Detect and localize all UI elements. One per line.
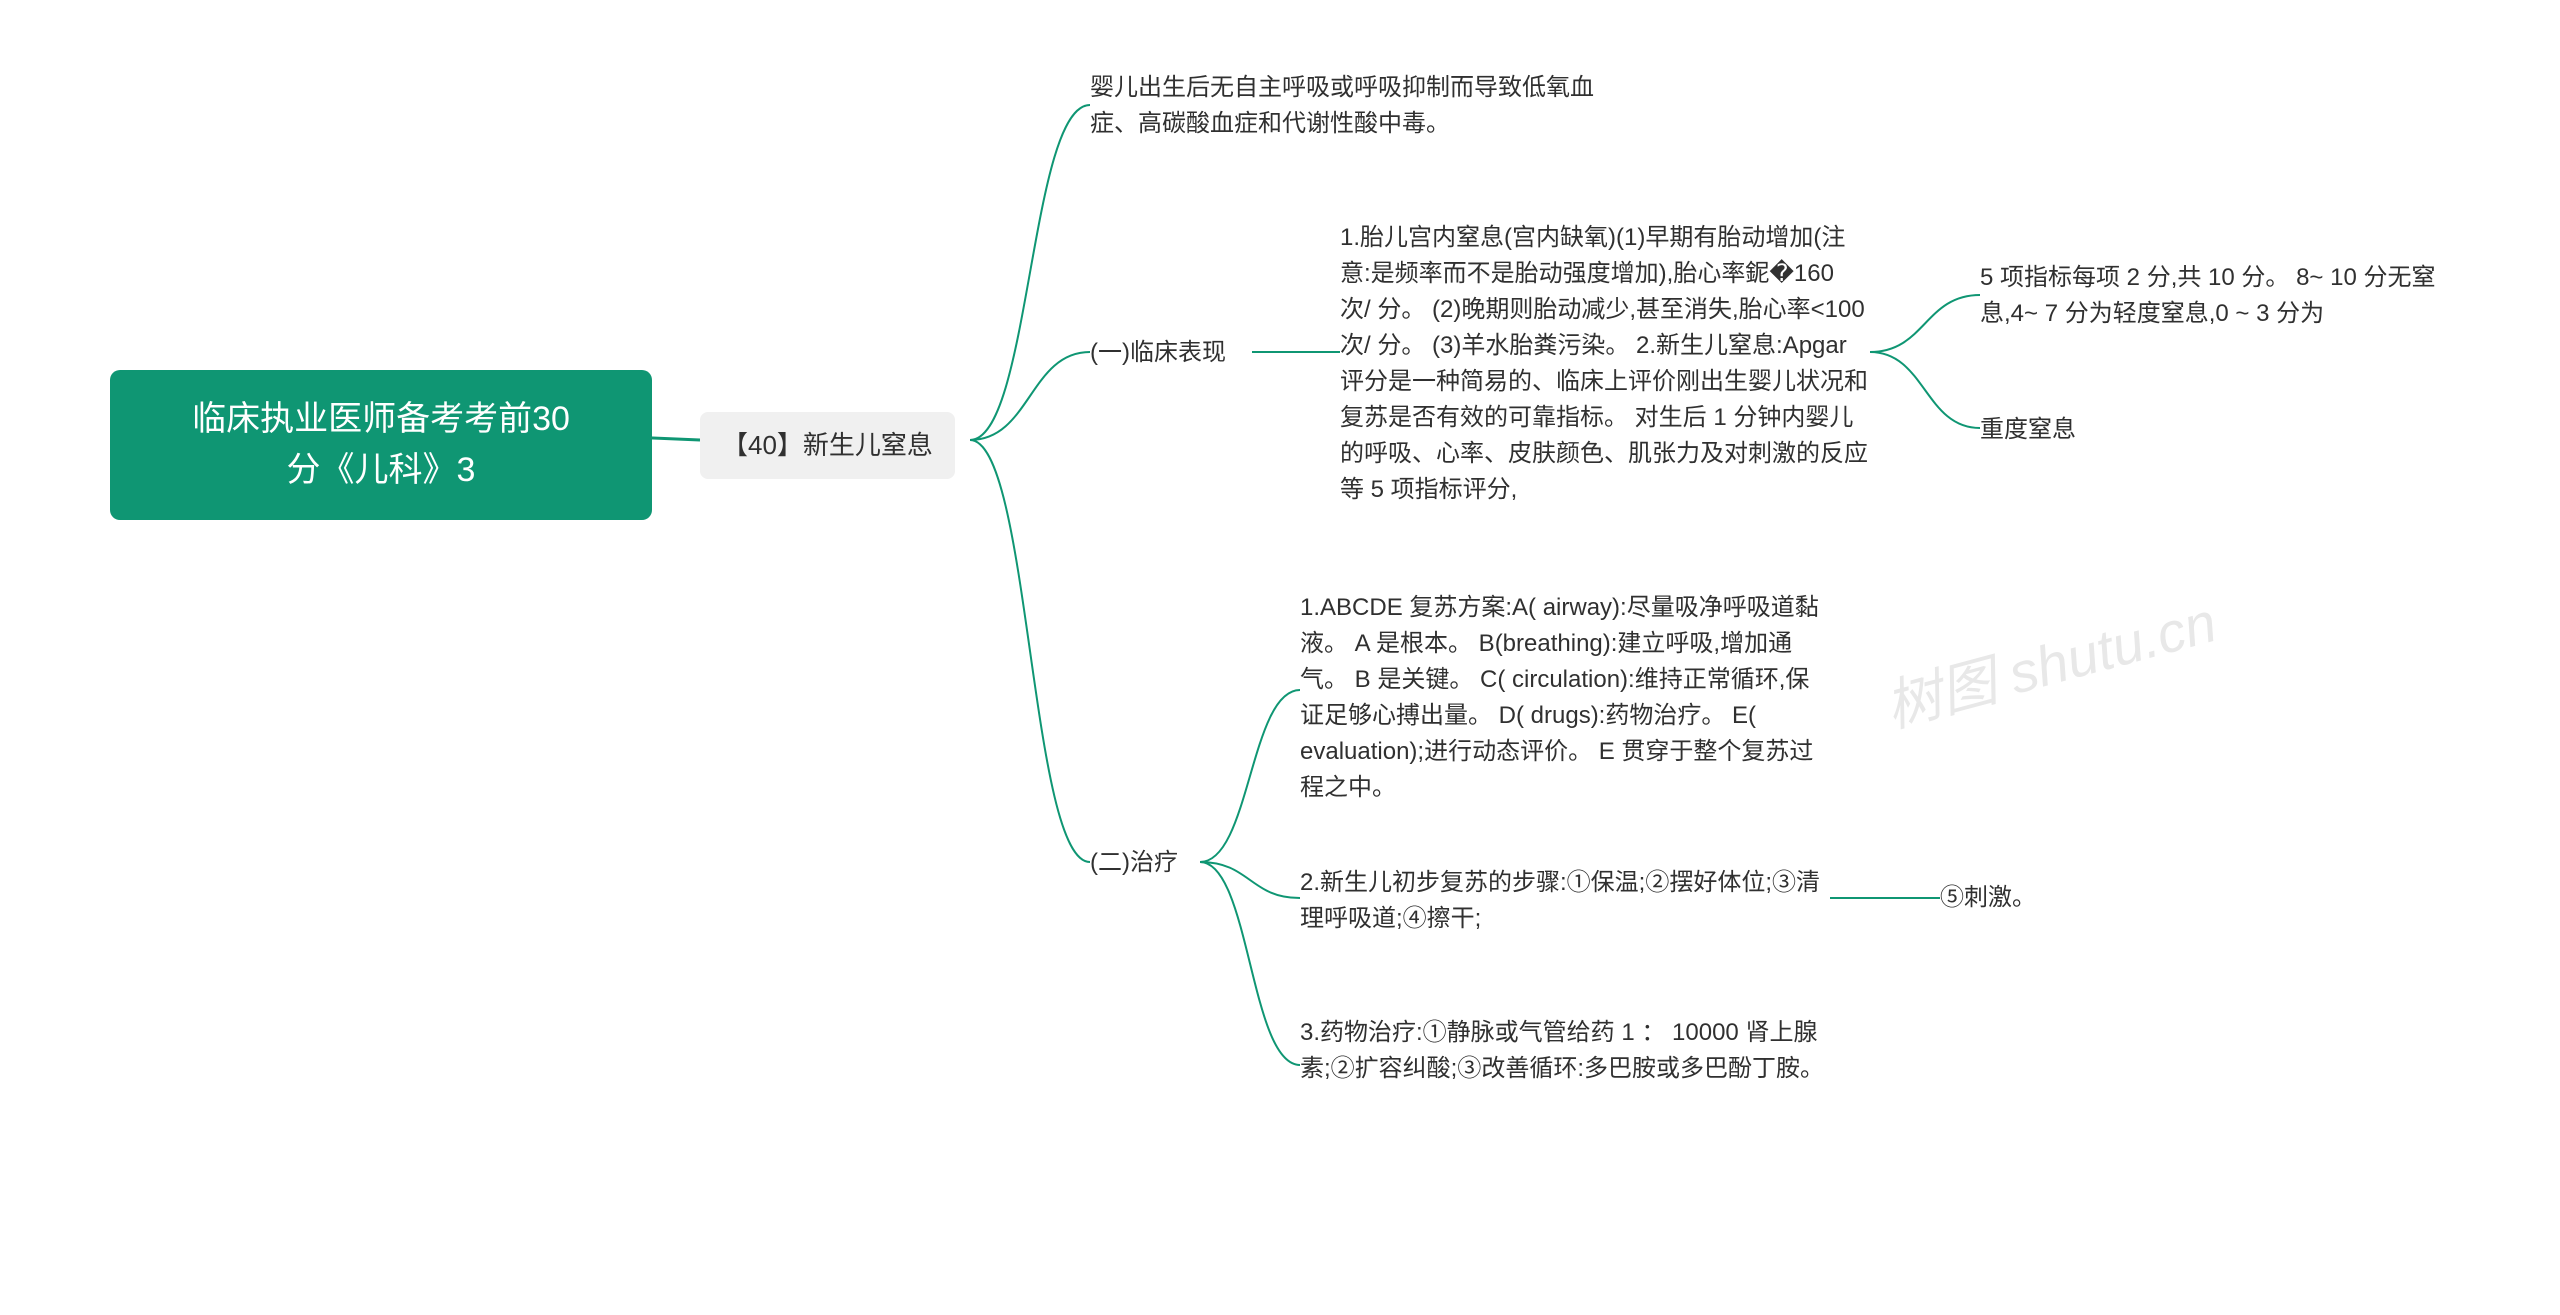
- root-node[interactable]: 临床执业医师备考考前30 分《儿科》3: [110, 370, 652, 520]
- root-line2: 分《儿科》3: [146, 445, 616, 496]
- node-n2[interactable]: (一)临床表现: [1090, 335, 1250, 371]
- node-n3a[interactable]: 1.ABCDE 复苏方案:A( airway):尽量吸净呼吸道黏液。 A 是根本…: [1300, 590, 1830, 806]
- node-n2a2[interactable]: 重度窒息: [1980, 412, 2100, 448]
- node-n3c[interactable]: 3.药物治疗:①静脉或气管给药 1 ： 10000 肾上腺素;②扩容纠酸;③改善…: [1300, 1015, 1830, 1087]
- watermark-2: 树图 shutu.cn: [1875, 577, 2224, 743]
- connectors-layer: [0, 0, 2560, 1315]
- root-line1: 临床执业医师备考考前30: [146, 394, 616, 445]
- node-n2a1[interactable]: 5 项指标每项 2 分,共 10 分。 8~ 10 分无窒息,4~ 7 分为轻度…: [1980, 260, 2480, 332]
- node-n3[interactable]: (二)治疗: [1090, 845, 1200, 881]
- node-n3b[interactable]: 2.新生儿初步复苏的步骤:①保温;②摆好体位;③清理呼吸道;④擦干;: [1300, 865, 1830, 937]
- node-n3b1[interactable]: ⑤刺激。: [1940, 880, 2050, 916]
- node-n1[interactable]: 婴儿出生后无自主呼吸或呼吸抑制而导致低氧血症、高碳酸血症和代谢性酸中毒。: [1090, 70, 1610, 142]
- level1-node[interactable]: 【40】新生儿窒息: [700, 412, 955, 479]
- node-n2a[interactable]: 1.胎儿宫内窒息(宫内缺氧)(1)早期有胎动增加(注意:是频率而不是胎动强度增加…: [1340, 220, 1870, 508]
